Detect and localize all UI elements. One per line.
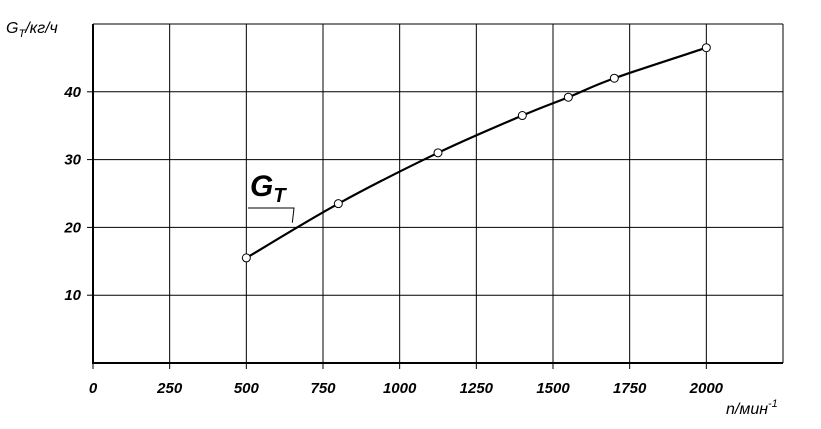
x-axis-label: n/мин-1 xyxy=(726,398,778,418)
x-tick-label: 500 xyxy=(234,380,260,397)
x-tick-label: 1000 xyxy=(383,380,417,397)
y-axis-label: GT/кг/ч xyxy=(6,20,58,40)
series-label-leader xyxy=(248,207,295,223)
x-tick-label: 2000 xyxy=(689,380,724,397)
tick-labels: 0 250 500 750 1000 1250 1500 1750 2000 10 20 30 40 xyxy=(63,84,723,397)
x-tick-label: 250 xyxy=(156,380,183,397)
data-point xyxy=(333,199,343,209)
grid xyxy=(93,23,784,363)
data-point xyxy=(609,73,619,83)
axes xyxy=(87,24,783,369)
y-tick-label: 40 xyxy=(63,84,81,101)
data-point xyxy=(517,111,527,121)
x-tick-label: 750 xyxy=(310,380,336,397)
data-point xyxy=(433,148,443,158)
y-tick-label: 20 xyxy=(63,219,81,236)
data-point xyxy=(563,92,573,102)
x-tick-label: 1250 xyxy=(460,380,494,397)
data-point xyxy=(701,43,711,53)
x-tick-label: 1750 xyxy=(613,380,647,397)
x-tick-label: 1500 xyxy=(536,380,570,397)
data-point xyxy=(241,253,251,263)
y-tick-label: 30 xyxy=(64,152,81,169)
x-tick-label: 0 xyxy=(89,380,98,397)
series-group xyxy=(241,43,711,263)
svg-text:GT: GT xyxy=(250,170,287,207)
y-tick-label: 10 xyxy=(64,287,81,304)
series-label-gt: GT xyxy=(250,170,287,207)
